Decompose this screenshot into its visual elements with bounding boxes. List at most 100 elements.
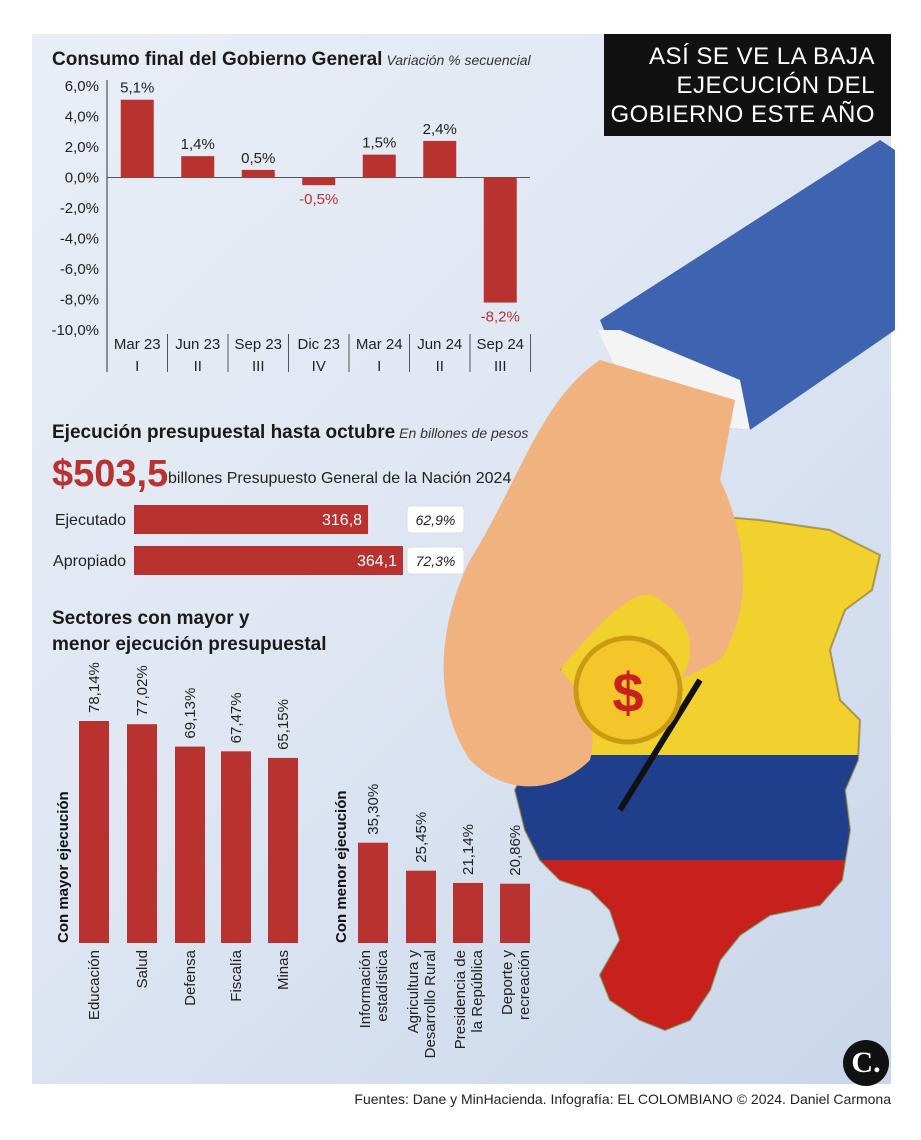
x-tick-label: Mar 23 [114,336,161,353]
budget-bar-apropiado [134,546,404,575]
sector-bar [221,751,251,943]
el-colombiano-logo: C. [843,1040,889,1086]
budget-bar-value: 316,8 [322,512,362,529]
percent-box [406,546,465,575]
percent-label: 62,9% [416,512,456,528]
sector-value-label: 20,86% [507,825,524,876]
coin-symbol: $ [612,661,643,724]
y-tick-label: -10,0% [51,322,99,339]
sector-value-label: 78,14% [86,662,103,713]
sector-category-label: recreación [516,950,533,1020]
sector-bar [453,882,483,943]
section1-heading: Consumo final del Gobierno General Variac… [52,49,531,71]
footer-sources: Fuentes: Dane y MinHacienda. Infografía:… [354,1091,891,1107]
sector-value-label: 21,14% [460,824,477,875]
bar-value-label: 0,5% [241,150,275,167]
section3-title-line1: Sectores con mayor y [52,608,250,629]
bar-mar-23 [120,99,154,178]
sector-bar [268,757,298,943]
sector-category-label: la República [469,949,486,1032]
bar-sep-23 [241,169,275,178]
y-tick-label: 2,0% [65,139,99,156]
bar-value-label: -8,2% [481,309,520,326]
y-tick-label: 0,0% [65,170,99,187]
sector-category-label: Presidencia de [452,950,469,1049]
sector-value-label: 77,02% [134,665,151,716]
section2-heading: Ejecución presupuestal hasta octubre En b… [52,422,528,444]
lower-execution-axis-title: Con menor ejecución [333,790,350,943]
section1-title: Consumo final del Gobierno General [52,49,383,70]
x-tick-label: Jun 23 [175,336,220,353]
sector-category-label: Defensa [182,949,199,1006]
section1-subtitle: Variación % secuencial [386,52,531,68]
sector-category-label: Minas [275,950,292,990]
x-tick-label: Mar 24 [356,336,403,353]
y-tick-label: -2,0% [60,200,99,217]
coin-icon: $ [573,635,683,745]
sector-category-label: Deporte y [499,950,516,1016]
sector-category-label: Desarrollo Rural [422,950,439,1058]
x-tick-label: Sep 24 [476,336,524,353]
sector-category-label: estadística [374,949,391,1021]
x-tick-label: Dic 23 [297,336,340,353]
bar-sep-24 [483,177,517,303]
x-quarter-label: III [494,358,507,375]
sector-bar [358,842,388,943]
x-tick-label: Sep 23 [234,336,282,353]
sector-category-label: Información [357,950,374,1028]
higher-execution-axis-title: Con mayor ejecución [55,791,72,943]
x-quarter-label: II [436,358,444,375]
y-tick-label: -4,0% [60,231,99,248]
bar-value-label: 5,1% [120,80,154,97]
y-tick-label: -8,0% [60,292,99,309]
y-tick-label: 4,0% [65,109,99,126]
sector-bar [79,721,109,943]
sector-bar [175,746,205,943]
header-title: ASÍ SE VE LA BAJA EJECUCIÓN DEL GOBIERNO… [604,34,891,136]
bar-mar-24 [362,154,396,178]
budget-total: $503,5 [52,453,169,495]
section2-subtitle: En billones de pesos [399,425,529,441]
sector-value-label: 35,30% [365,784,382,835]
sector-value-label: 67,47% [228,692,245,743]
sector-bar [406,870,436,943]
percent-label: 72,3% [416,553,456,569]
sector-value-label: 69,13% [182,688,199,739]
sector-category-label: Salud [134,950,151,988]
sector-category-label: Educación [86,950,103,1020]
section3-title-line2: menor ejecución presupuestal [52,634,327,655]
sector-category-label: Agricultura y [405,950,422,1034]
budget-bar-ejecutado [134,505,369,534]
sector-bar [127,724,157,943]
percent-box [406,505,465,534]
x-quarter-label: II [194,358,202,375]
bar-value-label: 1,4% [181,136,215,153]
bar-value-label: 2,4% [423,121,457,138]
bar-dic-23 [302,177,336,186]
x-tick-label: Jun 24 [417,336,462,353]
y-tick-label: -6,0% [60,261,99,278]
bar-jun-24 [423,140,457,178]
coin-slot [617,678,703,812]
bar-value-label: -0,5% [299,191,338,208]
sector-value-label: 65,15% [275,699,292,750]
budget-total-desc: billones Presupuesto General de la Nació… [168,470,512,487]
sector-bar [500,883,530,943]
sector-value-label: 25,45% [413,812,430,863]
row-label: Apropiado [53,553,126,570]
x-quarter-label: I [377,358,381,375]
bar-value-label: 1,5% [362,135,396,152]
section2-title: Ejecución presupuestal hasta octubre [52,422,396,443]
bar-jun-23 [181,156,215,178]
x-quarter-label: IV [312,358,326,375]
x-quarter-label: I [135,358,139,375]
budget-bar-value: 364,1 [357,553,397,570]
hand-icon [443,140,895,787]
section3-heading: Sectores con mayor y menor ejecución pre… [52,606,327,658]
x-quarter-label: III [252,358,265,375]
